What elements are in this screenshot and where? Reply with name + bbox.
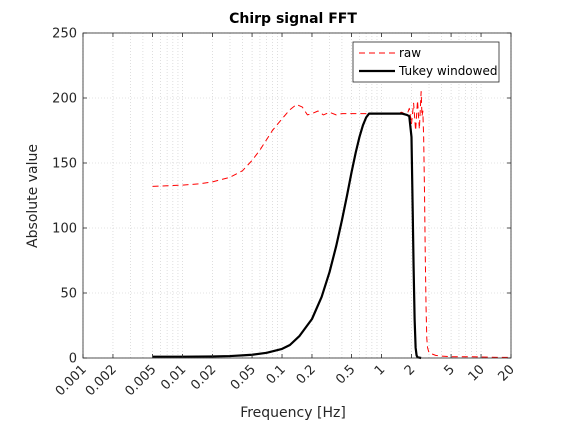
x-axis-label: Frequency [Hz] <box>240 405 346 421</box>
legend-label-1: Tukey windowed <box>398 64 497 78</box>
y-tick-label: 150 <box>52 157 77 172</box>
y-tick-label: 50 <box>60 287 77 302</box>
y-tick-label: 200 <box>52 92 77 107</box>
y-tick-label: 0 <box>69 352 77 367</box>
y-axis-label: Absolute value <box>25 144 41 248</box>
y-tick-label: 100 <box>52 222 77 237</box>
y-tick-label: 250 <box>52 27 77 42</box>
legend-label-0: raw <box>399 46 421 60</box>
chart-title: Chirp signal FFT <box>229 11 357 27</box>
